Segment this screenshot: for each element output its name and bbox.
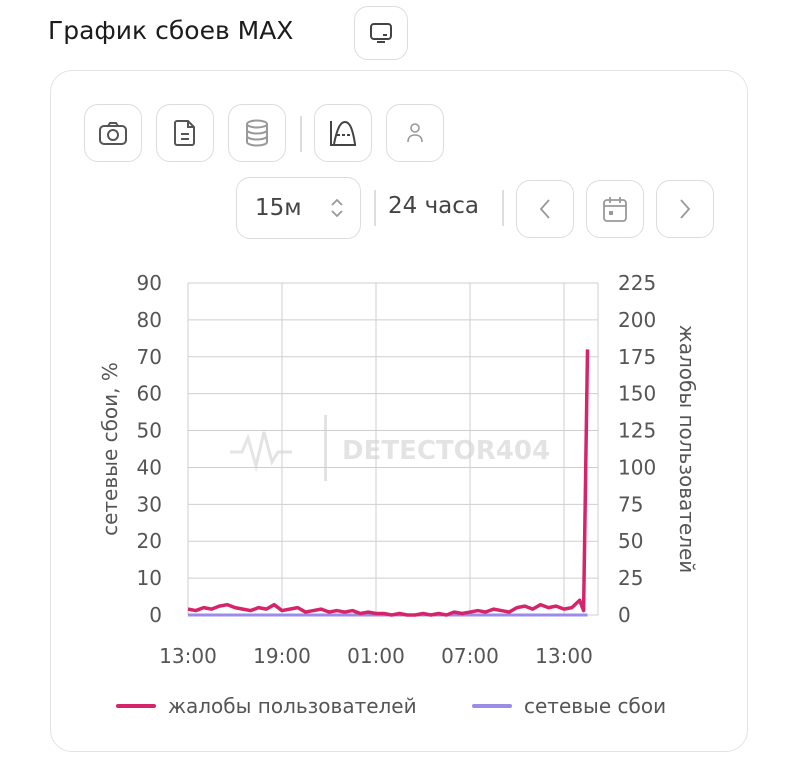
chart-curve-icon [330,120,356,146]
calendar-icon [603,197,627,222]
curve-button[interactable] [314,104,372,162]
legend-item-complaints[interactable]: жалобы пользователей [116,694,417,718]
next-button[interactable] [656,180,714,238]
legend-item-outages[interactable]: сетевые сбои [472,694,666,718]
calendar-button[interactable] [586,180,644,238]
prev-button[interactable] [516,180,574,238]
legend-label: сетевые сбои [524,694,667,718]
user-icon [407,123,423,143]
user-button[interactable] [386,104,444,162]
chevron-updown-icon [331,198,343,218]
interval-select[interactable]: 15м [236,177,361,239]
tv-mode-button[interactable] [354,6,408,60]
range-label: 24 часа [388,193,480,219]
chevron-right-icon [680,199,691,219]
page-title: График сбоев MAX [48,16,294,45]
legend-label: жалобы пользователей [168,694,417,718]
chevron-left-icon [539,199,550,219]
legend-swatch [116,704,156,708]
tv-icon [370,23,392,43]
legend-swatch [472,704,512,708]
chart-card [50,70,748,752]
divider [300,116,302,152]
screenshot-button[interactable] [84,104,142,162]
data-button[interactable] [228,104,286,162]
document-icon [174,120,195,146]
divider [502,190,504,226]
database-icon [246,119,268,147]
report-button[interactable] [156,104,214,162]
interval-value: 15м [255,195,302,221]
camera-icon [99,122,127,145]
divider [374,190,376,226]
